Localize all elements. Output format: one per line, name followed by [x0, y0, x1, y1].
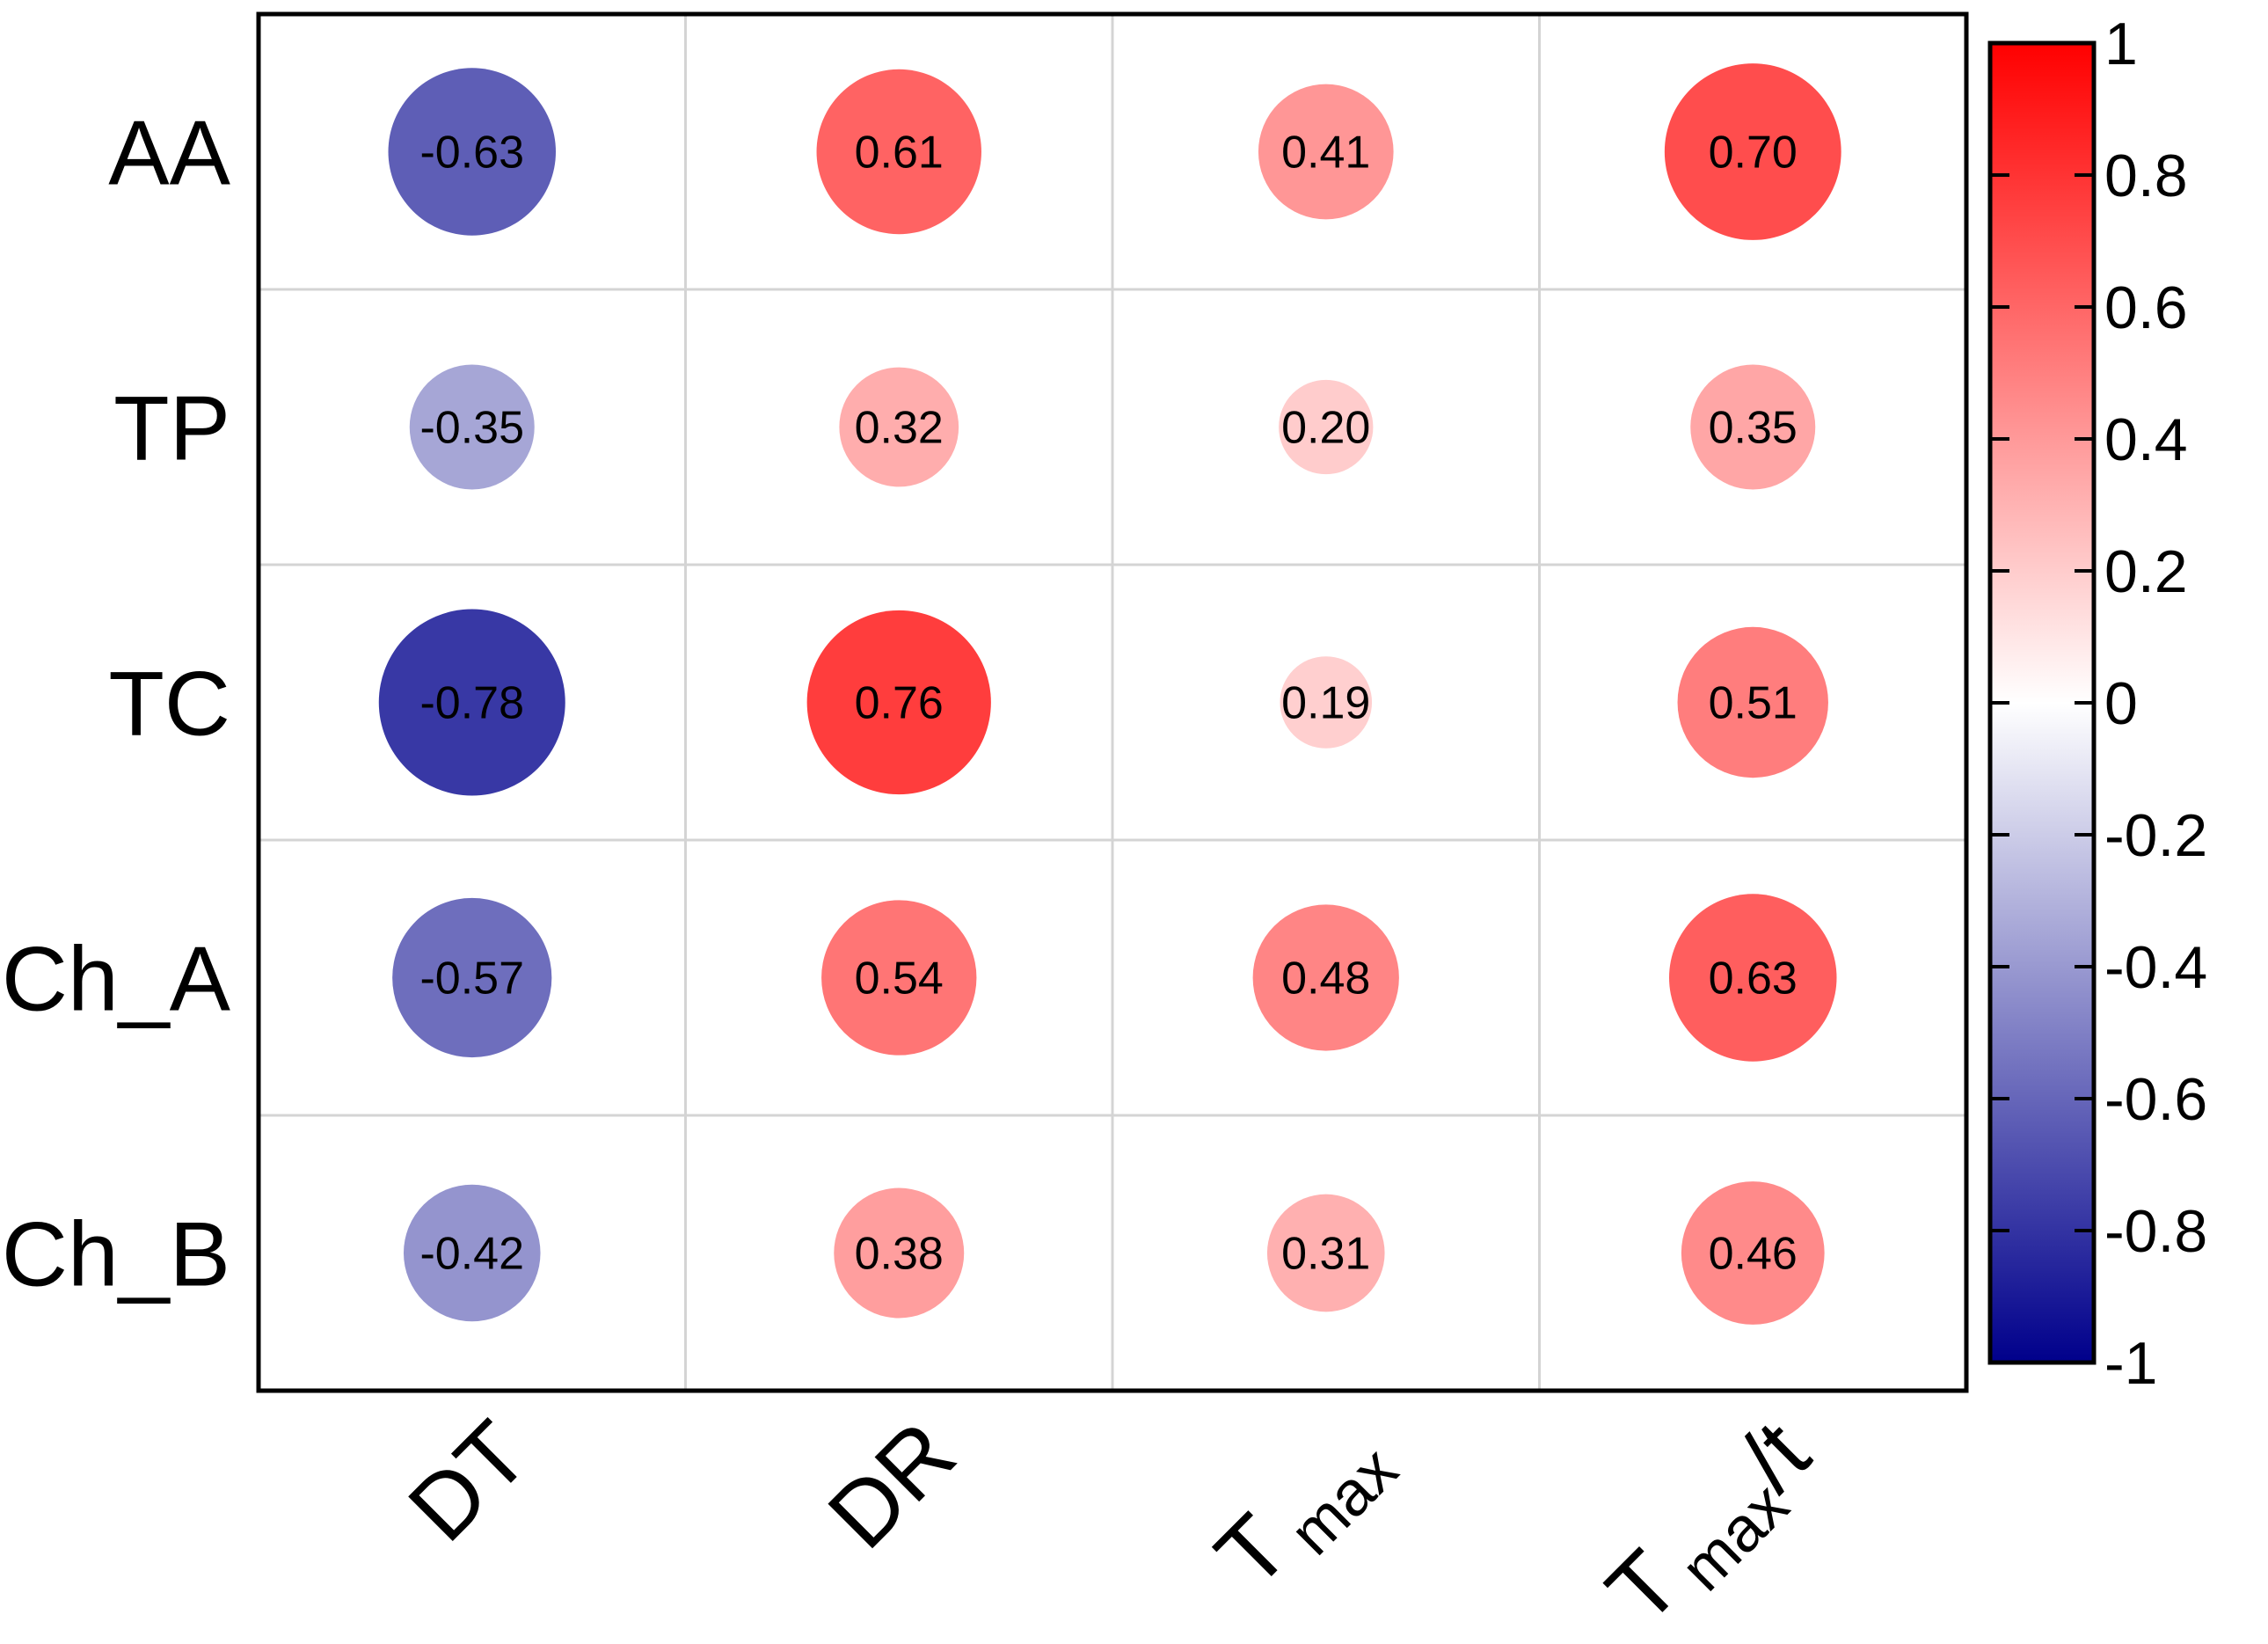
column-label: Tmax/t — [1588, 1402, 1839, 1644]
bubble-Ch_B-2 — [1266, 1194, 1385, 1312]
bubble-value-label: 0.31 — [1281, 1229, 1370, 1280]
bubble-value-label: 0.63 — [1709, 954, 1798, 1005]
bubble-value-label: 0.70 — [1709, 128, 1798, 179]
bubble-TC-1 — [806, 610, 991, 795]
bubble-value-label: 0.19 — [1281, 678, 1370, 729]
bubble-value-label: 0.38 — [855, 1229, 944, 1280]
column-labels: DT DR Tmax Tmax/t — [390, 1402, 1839, 1644]
bubble-value-label: 0.48 — [1281, 954, 1370, 1005]
bubble-Ch_A-1 — [821, 900, 977, 1056]
colorbar-tick-label: 0.6 — [2104, 274, 2188, 341]
bubble-AA-3 — [1664, 63, 1841, 240]
colorbar-tick-label: 0 — [2104, 670, 2138, 737]
bubble-TP-0 — [409, 364, 535, 490]
colorbar-tick-label: 1 — [2104, 11, 2138, 77]
bubble-Ch_B-3 — [1681, 1181, 1825, 1325]
bubble-value-label: 0.61 — [855, 128, 944, 179]
colorbar-tick-label: -0.4 — [2104, 934, 2207, 1001]
column-label: DT — [390, 1402, 548, 1560]
column-label-subscript: max — [1277, 1434, 1411, 1568]
colorbar-tick-label: 0.8 — [2104, 142, 2188, 209]
bubble-value-label: 0.51 — [1709, 678, 1798, 729]
bubble-Ch_A-3 — [1669, 894, 1837, 1062]
bubble-value-label: 0.35 — [1709, 403, 1798, 454]
bubble-AA-1 — [816, 69, 981, 235]
bubble-value-label: 0.32 — [855, 403, 944, 454]
bubble-Ch_A-2 — [1252, 904, 1399, 1051]
bubble-TC-2 — [1280, 656, 1373, 749]
bubble-TP-1 — [839, 367, 959, 487]
bubble-value-label: 0.46 — [1709, 1229, 1798, 1280]
bubble-Ch_B-0 — [403, 1184, 541, 1322]
row-label: TP — [113, 378, 230, 480]
column-label: DR — [809, 1402, 974, 1567]
colorbar-tick-label: -0.6 — [2104, 1066, 2207, 1133]
bubble-value-label: -0.57 — [419, 954, 524, 1005]
bubble-TC-0 — [378, 609, 565, 796]
row-label: Ch_A — [2, 929, 231, 1031]
colorbar-tick-label: -0.8 — [2104, 1198, 2207, 1265]
bubble-value-label: 0.20 — [1281, 403, 1370, 454]
grid-lines — [259, 14, 1966, 1391]
bubble-value-label: -0.63 — [419, 128, 524, 179]
colorbar-ticks: 1 0.8 0.6 0.4 0.2 0 -0.2 -0.4 -0.6 -0.8 -1 — [1990, 11, 2207, 1397]
bubble-TP-3 — [1690, 364, 1816, 490]
bubble-TP-2 — [1279, 379, 1374, 475]
bubble-value-label: -0.35 — [419, 403, 524, 454]
bubble-Ch_A-0 — [392, 897, 552, 1058]
bubbles: -0.63 0.61 0.41 0.70 -0.35 0.32 0.20 0.35 -0.78 0… — [378, 63, 1841, 1325]
colorbar-tick-label: -0.2 — [2104, 802, 2207, 869]
colorbar-tick-label: -1 — [2104, 1330, 2157, 1397]
colorbar-tick-label: 0.4 — [2104, 406, 2188, 473]
bubble-value-label: 0.54 — [855, 954, 944, 1005]
bubble-Ch_B-1 — [834, 1187, 965, 1319]
bubble-AA-0 — [388, 68, 556, 236]
bubble-value-label: 0.41 — [1281, 128, 1370, 179]
bubble-AA-2 — [1258, 84, 1394, 220]
bubble-value-label: 0.76 — [855, 678, 944, 729]
bubble-TC-3 — [1677, 626, 1828, 778]
column-label: Tmax — [1197, 1402, 1411, 1617]
row-labels: AA TP TC Ch_A Ch_B — [2, 103, 231, 1306]
bubble-value-label: -0.78 — [419, 678, 524, 729]
column-label-main: DT — [390, 1402, 548, 1560]
row-label: TC — [108, 654, 230, 756]
plot-frame — [256, 11, 1969, 1393]
bubble-value-label: -0.42 — [419, 1229, 524, 1280]
row-label: AA — [108, 103, 230, 205]
column-label-main: DR — [809, 1402, 974, 1567]
colorbar-tick-label: 0.2 — [2104, 538, 2188, 605]
row-label: Ch_B — [2, 1204, 230, 1306]
colorbar: 1 0.8 0.6 0.4 0.2 0 -0.2 -0.4 -0.6 -0.8 -1 — [1987, 11, 2207, 1397]
